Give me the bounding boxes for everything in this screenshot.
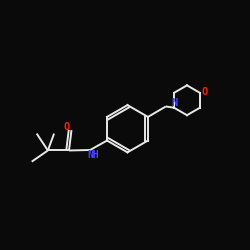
- Text: O: O: [64, 122, 70, 132]
- Text: N: N: [171, 98, 177, 108]
- Text: O: O: [202, 87, 208, 97]
- Text: NH: NH: [87, 150, 99, 160]
